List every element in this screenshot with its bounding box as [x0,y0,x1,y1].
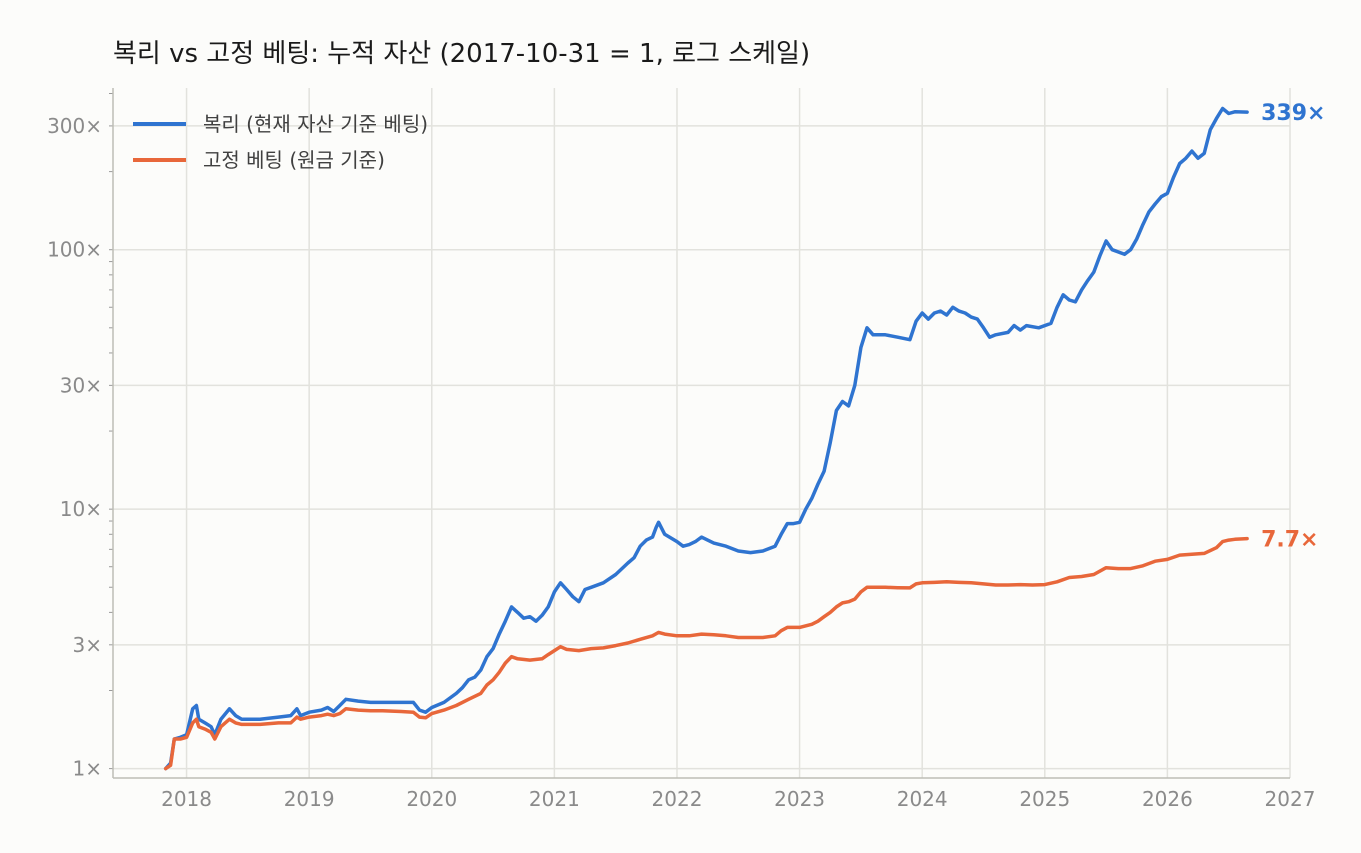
y-tick-label: 10× [60,497,102,521]
chart-title: 복리 vs 고정 베팅: 누적 자산 (2017-10-31 = 1, 로그 스… [113,39,810,69]
axis-layer: 2018 2019 2020 2021 2022 2023 2024 2025 2026 2027… [47,88,1315,811]
x-tick-label: 2019 [284,787,335,811]
y-tick-label: 100× [47,238,102,262]
series-line-2 [163,536,1249,771]
legend-label-1: 복리 (현재 자산 기준 베팅) [203,112,428,136]
y-tick-label: 300× [47,114,102,138]
x-tick-label: 2020 [406,787,457,811]
x-tick-label: 2027 [1265,787,1316,811]
x-tick-label: 2025 [1019,787,1070,811]
y-tick-label: 30× [60,373,102,397]
x-tick-label: 2021 [529,787,580,811]
series-end-label-2: 7.7× [1261,528,1318,553]
legend-label-2: 고정 베팅 (원금 기준) [203,148,385,172]
end-labels: 339× 7.7× [1261,101,1325,552]
x-tick-label: 2023 [774,787,825,811]
x-tick-label: 2022 [652,787,703,811]
series-line-1 [163,106,1249,771]
x-tick-label: 2024 [897,787,948,811]
x-tick-label: 2026 [1142,787,1193,811]
legend: 복리 (현재 자산 기준 베팅) 고정 베팅 (원금 기준) [133,112,428,172]
y-tick-label: 1× [73,757,102,781]
series-layer [163,106,1249,771]
series-end-label-1: 339× [1261,101,1325,126]
x-tick-label: 2018 [161,787,212,811]
grid-layer [113,88,1291,778]
y-tick-label: 3× [73,633,102,657]
